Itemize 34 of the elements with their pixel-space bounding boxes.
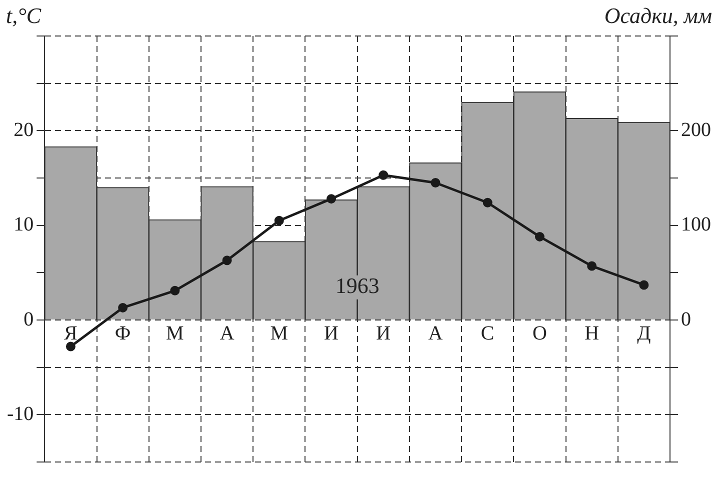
point: [587, 261, 597, 271]
point: [639, 280, 649, 290]
y-tick-label: 10: [14, 214, 34, 236]
point: [118, 302, 128, 312]
y-tick-label: 0: [24, 308, 34, 330]
x-tick-label: Ф: [114, 322, 131, 344]
y-axis-title: t,°C: [6, 2, 42, 28]
y2-tick-label: 100: [681, 214, 711, 236]
x-tick-label: А: [428, 322, 444, 344]
x-tick-label: О: [532, 322, 547, 344]
point: [378, 170, 388, 180]
point: [274, 216, 284, 226]
x-tick-label: И: [324, 322, 338, 344]
y2-axis-title: Осадки, мм: [604, 2, 712, 28]
x-tick-label: А: [220, 322, 235, 344]
point: [534, 232, 544, 242]
x-tick-label: Д: [637, 322, 652, 344]
point: [170, 286, 180, 296]
point: [222, 256, 232, 266]
x-tick-label: М: [270, 322, 288, 344]
x-tick-label: Н: [584, 322, 600, 344]
x-tick-label: С: [480, 322, 494, 344]
y2-tick-label: 0: [681, 308, 691, 330]
y2-tick-label: 200: [681, 118, 711, 141]
x-tick-label: Я: [64, 322, 78, 344]
y-tick-label: 20: [14, 118, 34, 141]
point: [326, 194, 336, 204]
x-tick-label: М: [166, 322, 184, 344]
point: [482, 198, 492, 208]
point: [430, 178, 440, 188]
y-tick-label: -10: [6, 402, 34, 425]
x-tick-label: И: [376, 322, 391, 344]
annotation: 1963: [335, 273, 380, 298]
point: [66, 342, 76, 352]
